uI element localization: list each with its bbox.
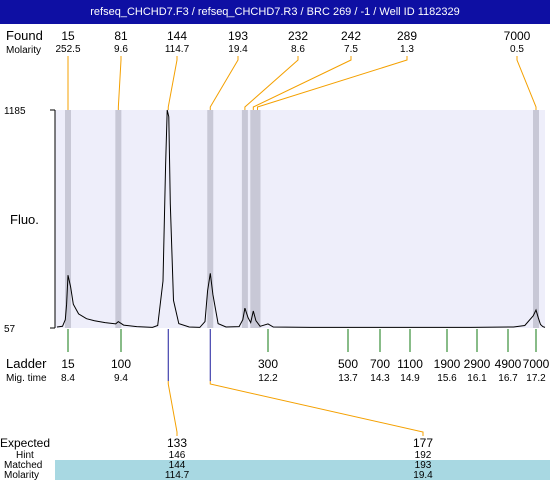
found-connector-7000 xyxy=(516,56,537,110)
found-size-232: 232 xyxy=(288,29,308,43)
found-molarity-193: 19.4 xyxy=(228,44,248,55)
ladder-migtime-2900: 16.1 xyxy=(467,373,487,384)
peak-band-7000 xyxy=(533,110,539,328)
expected-size-177: 177 xyxy=(413,436,433,450)
found-molarity-289: 1.3 xyxy=(400,44,414,55)
peak-band-193 xyxy=(207,110,214,328)
mig-time-row-label: Mig. time xyxy=(6,373,47,384)
ladder-migtime-15: 8.4 xyxy=(61,373,75,384)
y-tick-label-min: 57 xyxy=(4,324,16,335)
matched-row-label: Matched xyxy=(4,460,42,471)
found-size-7000: 7000 xyxy=(504,29,531,43)
fluo-axis-label: Fluo. xyxy=(10,212,39,227)
expected-size-133: 133 xyxy=(167,436,187,450)
expected-connector-133 xyxy=(167,381,178,436)
y-tick-label-max: 1185 xyxy=(4,106,26,117)
ladder-migtime-100: 9.4 xyxy=(114,373,128,384)
found-molarity-7000: 0.5 xyxy=(510,44,524,55)
ladder-size-7000: 7000 xyxy=(523,357,550,371)
ladder-migtime-1100: 14.9 xyxy=(400,373,420,384)
found-size-193: 193 xyxy=(228,29,248,43)
peak-band-289 xyxy=(254,110,261,328)
peak-band-242 xyxy=(250,110,257,328)
found-size-289: 289 xyxy=(397,29,417,43)
matched-row-bg xyxy=(55,460,550,470)
expected-molarity-133: 114.7 xyxy=(165,470,190,480)
molarity-row-bg xyxy=(55,470,550,480)
found-connector-232 xyxy=(244,56,299,110)
expected-molarity-177: 19.4 xyxy=(413,470,433,480)
ladder-migtime-500: 13.7 xyxy=(338,373,358,384)
ladder-migtime-7000: 17.2 xyxy=(526,373,546,384)
found-size-144: 144 xyxy=(167,29,187,43)
ladder-size-500: 500 xyxy=(338,357,358,371)
found-connector-242 xyxy=(252,56,352,110)
found-molarity-232: 8.6 xyxy=(291,44,305,55)
hint-row-label: Hint xyxy=(16,450,34,461)
ladder-size-15: 15 xyxy=(61,357,75,371)
fluorescence-trace xyxy=(56,109,546,328)
found-molarity-81: 9.6 xyxy=(114,44,128,55)
ladder-row-label: Ladder xyxy=(6,356,47,371)
ladder-migtime-1900: 15.6 xyxy=(437,373,457,384)
ladder-migtime-700: 14.3 xyxy=(370,373,390,384)
found-molarity-144: 114.7 xyxy=(165,44,190,55)
found-size-15: 15 xyxy=(61,29,75,43)
ladder-size-1100: 1100 xyxy=(397,357,423,371)
ladder-size-300: 300 xyxy=(258,357,278,371)
ladder-size-100: 100 xyxy=(111,357,131,371)
peak-band-15 xyxy=(65,110,71,328)
ladder-size-1900: 1900 xyxy=(434,357,461,371)
molarity-row-label: Molarity xyxy=(6,45,41,56)
window-title: refseq_CHCHD7.F3 / refseq_CHCHD7.R3 / BR… xyxy=(0,0,550,24)
molarity-bottom-row-label: Molarity xyxy=(4,470,39,480)
expected-connector-177 xyxy=(209,381,424,436)
plot-area xyxy=(55,110,545,328)
found-molarity-15: 252.5 xyxy=(55,44,80,55)
found-row-label: Found xyxy=(6,28,43,43)
ladder-size-700: 700 xyxy=(370,357,390,371)
peak-band-81 xyxy=(115,110,122,328)
hint-177: 192 xyxy=(415,450,432,461)
expected-row-label: Expected xyxy=(0,436,50,450)
found-connector-193 xyxy=(209,56,239,110)
hint-133: 146 xyxy=(169,450,186,461)
found-size-242: 242 xyxy=(341,29,361,43)
found-connector-81 xyxy=(117,56,122,110)
found-molarity-242: 7.5 xyxy=(344,44,358,55)
found-connector-144 xyxy=(167,56,178,110)
ladder-size-2900: 2900 xyxy=(464,357,491,371)
matched-177: 193 xyxy=(415,460,432,471)
ladder-size-4900: 4900 xyxy=(495,357,522,371)
matched-133: 144 xyxy=(169,460,186,471)
ladder-migtime-300: 12.2 xyxy=(258,373,278,384)
ladder-migtime-4900: 16.7 xyxy=(498,373,518,384)
peak-band-232 xyxy=(241,110,248,328)
found-connector-289 xyxy=(257,56,408,110)
found-size-81: 81 xyxy=(114,29,128,43)
